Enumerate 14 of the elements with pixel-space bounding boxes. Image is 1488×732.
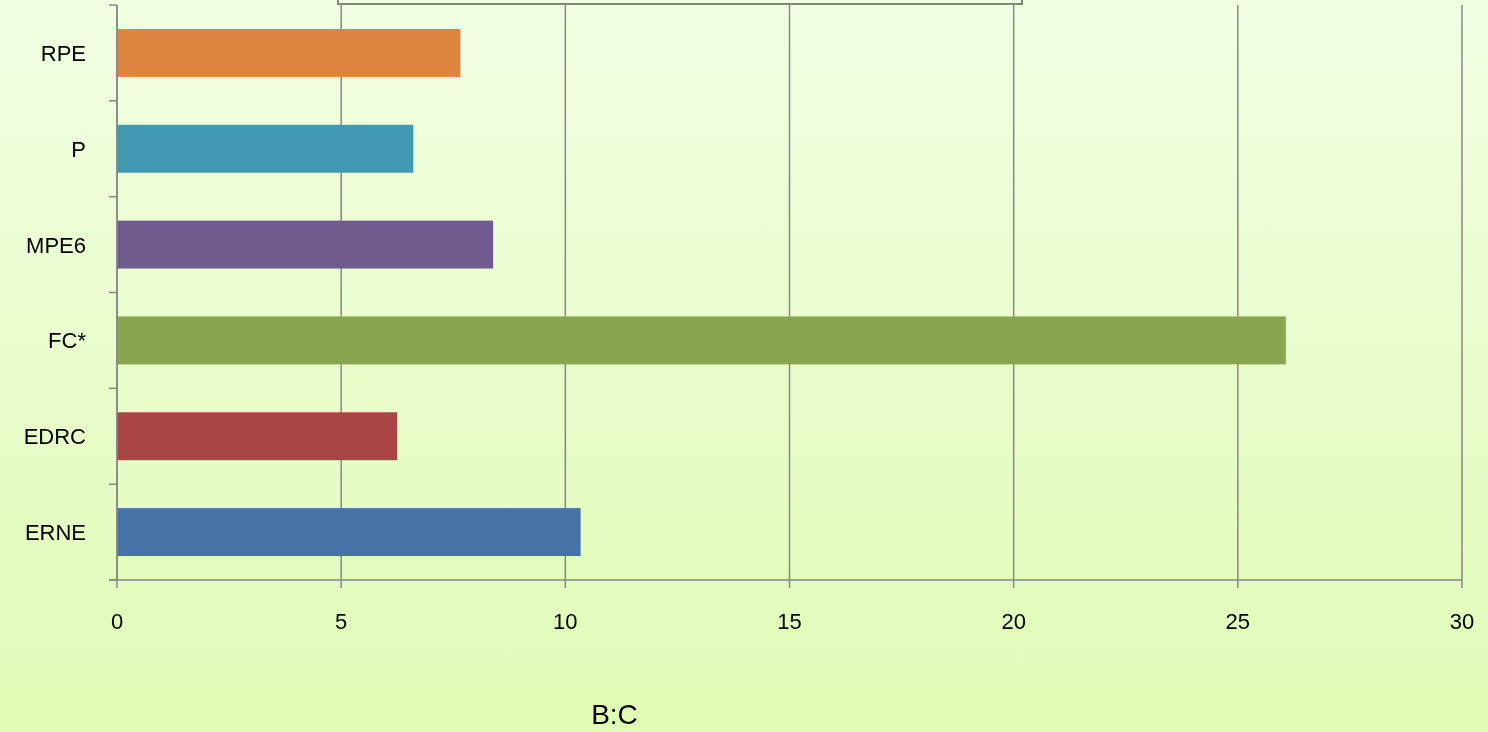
y-tick-label: P <box>71 136 86 162</box>
y-tick-label: RPE <box>40 40 86 66</box>
y-tick-label: EDRC <box>23 424 87 450</box>
x-axis-title: B:C <box>591 699 638 730</box>
x-tick-label: 0 <box>110 609 124 634</box>
x-tick-label: 15 <box>777 609 802 634</box>
x-tick-label: 10 <box>553 609 578 634</box>
x-tick-label: 25 <box>1225 609 1251 634</box>
x-tick-label: 30 <box>1449 609 1475 634</box>
y-tick-label: FC* <box>48 328 87 354</box>
y-tick-label: ERNE <box>24 520 86 546</box>
y-tick-label: MPE6 <box>26 232 86 258</box>
x-tick-label: 20 <box>1001 609 1026 634</box>
x-tick-label: 5 <box>335 609 348 634</box>
